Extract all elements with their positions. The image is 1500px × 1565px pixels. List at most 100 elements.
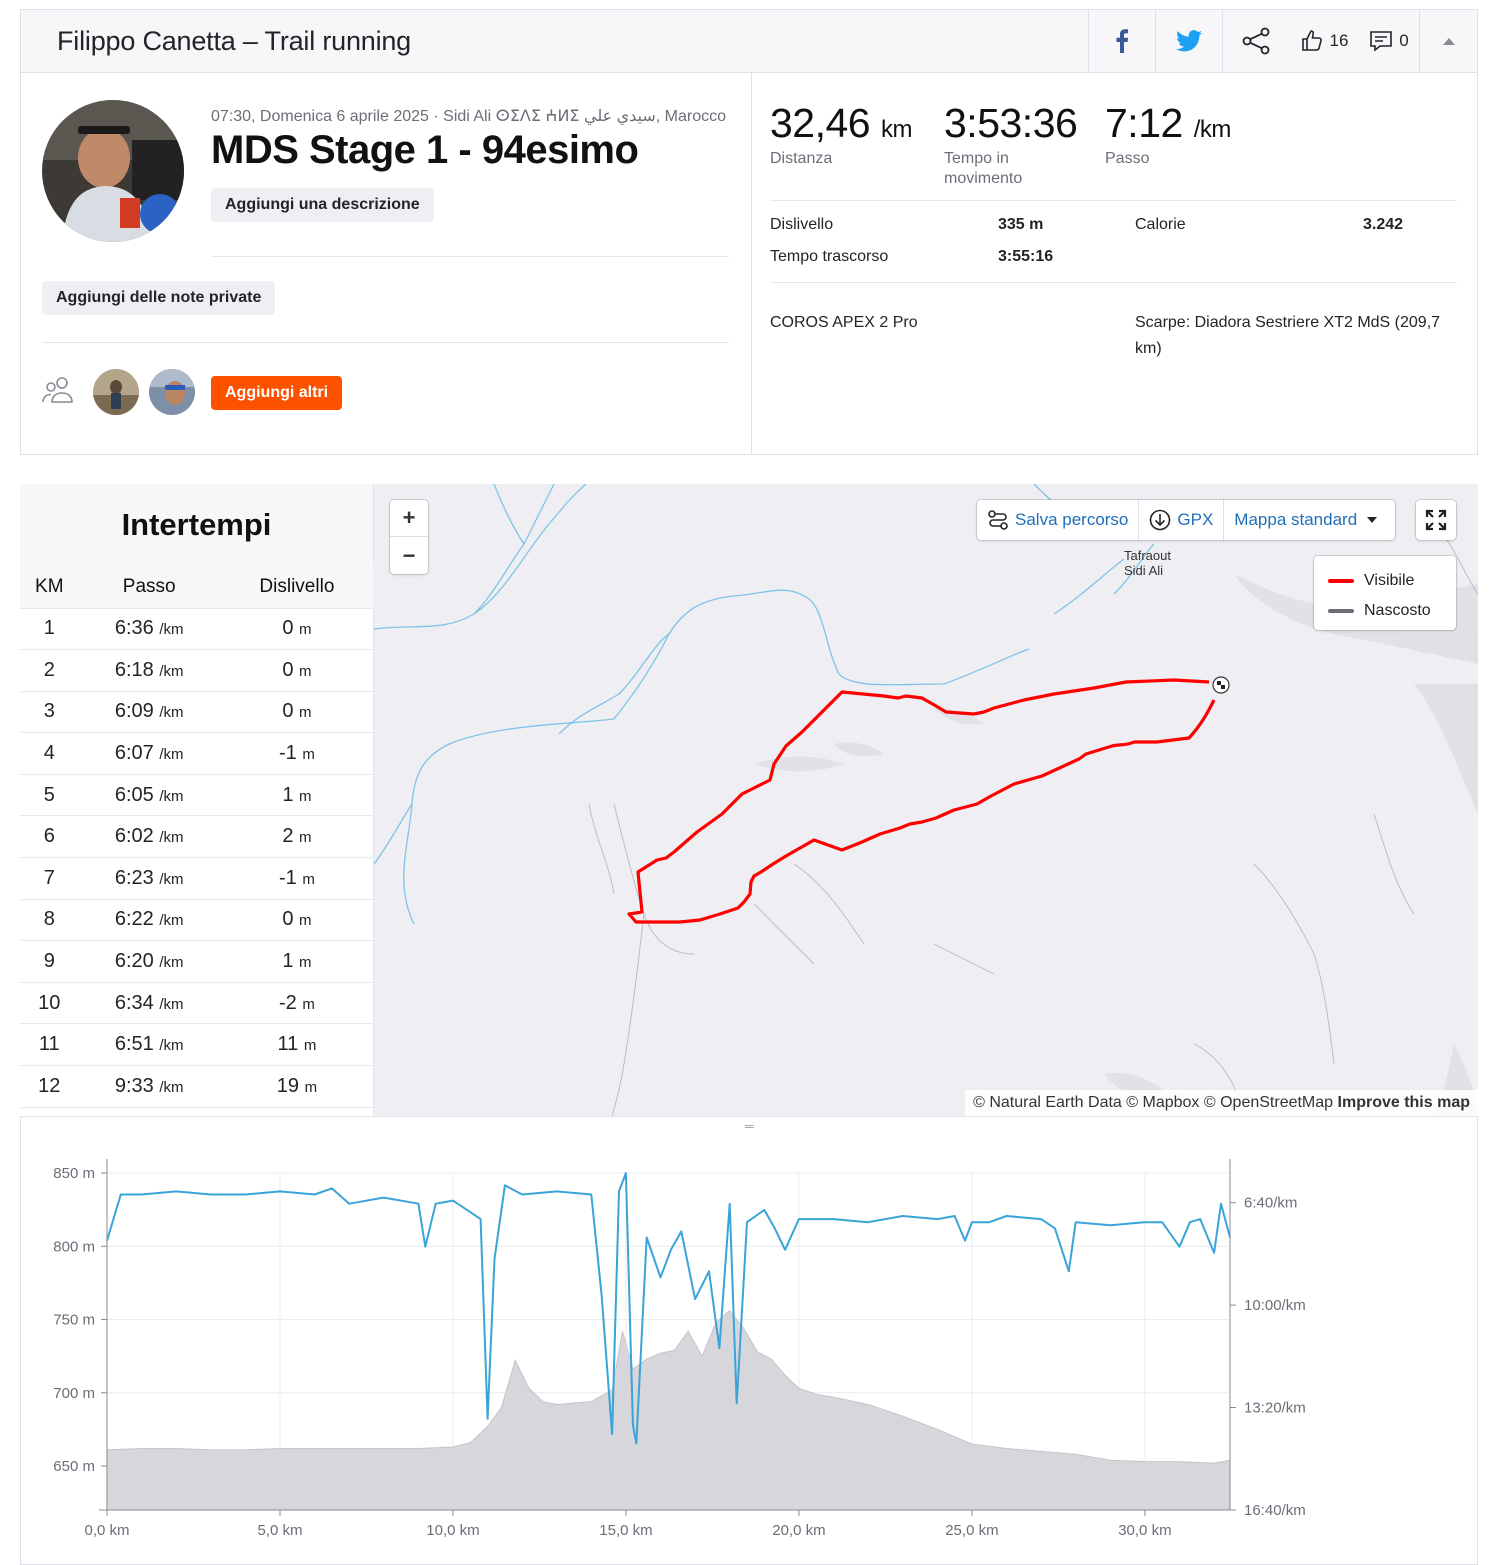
split-pace-value: 6:20: [114, 950, 154, 973]
collapse-button[interactable]: [1419, 10, 1477, 72]
share-button[interactable]: [1222, 10, 1289, 72]
save-route-label: Salva percorso: [1015, 510, 1129, 529]
split-pace-unit: /km: [159, 787, 184, 805]
split-row[interactable]: 1 6:36 /km 0 m: [20, 608, 374, 651]
activity-title: MDS Stage 1 - 94esimo: [211, 128, 639, 172]
kudos-button[interactable]: 16: [1289, 10, 1359, 72]
add-private-notes-button[interactable]: Aggiungi delle note private: [42, 281, 276, 315]
split-elevation-unit: m: [299, 621, 312, 639]
add-description-button[interactable]: Aggiungi una descrizione: [211, 188, 434, 222]
split-row[interactable]: 6 6:02 /km 2 m: [20, 815, 374, 859]
elevation-value: 335 m: [998, 216, 1044, 233]
pace-value: 7:12: [1105, 100, 1183, 146]
column-header-pace: Passo: [78, 566, 220, 609]
split-row[interactable]: 11 6:51 /km 11 m: [20, 1023, 374, 1067]
distance-label: Distanza: [770, 150, 833, 167]
split-row[interactable]: 8 6:22 /km 0 m: [20, 899, 374, 942]
map-canvas: [374, 484, 1478, 1116]
y-right-tick-label: 16:40/km: [1244, 1502, 1306, 1519]
split-km: 11: [20, 1023, 79, 1067]
split-km: 10: [20, 982, 79, 1025]
split-km: 6: [20, 815, 79, 859]
split-pace-unit: /km: [159, 995, 184, 1013]
split-elevation-value: 1: [282, 783, 294, 806]
split-elevation-unit: m: [299, 787, 312, 805]
split-pace-unit: /km: [159, 829, 184, 847]
map-style-dropdown[interactable]: Mappa standard: [1224, 500, 1395, 540]
elevation-pace-chart[interactable]: ═ 850 m 800 m 750 m 700 m 650 m 0,0 km 5,0 km 1…: [20, 1116, 1478, 1565]
legend-hidden[interactable]: Nascosto: [1328, 596, 1442, 626]
x-tick-label: 20,0 km: [772, 1522, 825, 1539]
save-route-button[interactable]: Salva percorso: [977, 500, 1140, 540]
page-title: Filippo Canetta – Trail running: [57, 25, 412, 56]
place-name-2: Sidi Ali: [1124, 563, 1164, 578]
route-map[interactable]: + − Salva percorso GPX Mappa standard Ta…: [374, 484, 1478, 1116]
improve-map-link[interactable]: Improve this map: [1337, 1094, 1470, 1111]
split-row[interactable]: 2 6:18 /km 0 m: [20, 649, 374, 692]
zoom-out-button[interactable]: −: [402, 542, 416, 568]
distance-unit: km: [881, 116, 913, 143]
split-pace-value: 6:36: [114, 617, 154, 640]
split-elevation: 1 m: [219, 774, 374, 817]
split-pace: 6:34 /km: [78, 982, 220, 1025]
activity-details: 07:30, Domenica 6 aprile 2025 · Sidi Ali…: [21, 72, 752, 454]
chevron-down-icon: [1367, 517, 1378, 523]
add-others-button[interactable]: Aggiungi altri: [211, 376, 343, 410]
split-elevation-unit: m: [299, 662, 312, 680]
legend-visible[interactable]: Visibile: [1328, 566, 1442, 596]
split-pace-value: 6:51: [114, 1033, 154, 1056]
split-elevation: -1 m: [219, 857, 374, 900]
twitter-share-button[interactable]: [1155, 10, 1222, 72]
x-tick-label: 15,0 km: [599, 1522, 652, 1539]
route-line: [627, 678, 1216, 924]
pace-line: [106, 1172, 1231, 1445]
split-row[interactable]: 10 6:34 /km -2 m: [20, 982, 374, 1025]
splits-table: KM Passo Dislivello 1 6:36 /km 0 m 2 6:18 /k…: [20, 566, 374, 1108]
split-row[interactable]: 5 6:05 /km 1 m: [20, 774, 374, 817]
x-tick-label: 5,0 km: [257, 1522, 302, 1539]
split-row[interactable]: 7 6:23 /km -1 m: [20, 857, 374, 900]
athlete-avatar[interactable]: [42, 100, 184, 242]
place-label: Tafraout Sidi Ali: [1124, 548, 1171, 578]
split-elevation-unit: m: [302, 995, 315, 1013]
split-row[interactable]: 9 6:20 /km 1 m: [20, 940, 374, 983]
split-row[interactable]: 12 9:33 /km 19 m: [20, 1065, 374, 1108]
gpx-download-button[interactable]: GPX: [1139, 500, 1225, 540]
split-pace-unit: /km: [159, 746, 184, 764]
y-left-tick-label: 700 m: [53, 1385, 95, 1402]
split-elevation: 0 m: [219, 649, 374, 692]
split-elevation-value: 0: [282, 617, 294, 640]
zoom-in-button[interactable]: +: [390, 500, 428, 537]
x-tick-label: 10,0 km: [426, 1522, 479, 1539]
moving-time-value: 3:53:36: [944, 100, 1078, 146]
header-actions: 16 0: [1088, 10, 1477, 72]
distance-value: 32,46: [770, 100, 871, 146]
split-elevation: -2 m: [219, 982, 374, 1025]
split-elevation-value: 2: [282, 825, 294, 848]
fullscreen-button[interactable]: [1416, 500, 1456, 540]
finish-marker: [1212, 676, 1230, 694]
split-pace-value: 6:07: [114, 742, 154, 765]
resize-handle-icon[interactable]: ═: [745, 1119, 754, 1133]
split-elevation-unit: m: [302, 746, 315, 764]
split-elevation: 11 m: [219, 1023, 374, 1067]
split-row[interactable]: 3 6:09 /km 0 m: [20, 691, 374, 734]
attribution-text[interactable]: © Natural Earth Data © Mapbox © OpenStre…: [973, 1094, 1334, 1111]
group-icon: [42, 377, 73, 403]
split-elevation-unit: m: [302, 870, 315, 888]
split-elevation-unit: m: [299, 912, 312, 930]
comments-button[interactable]: 0: [1359, 10, 1419, 72]
place-name-1: Tafraout: [1124, 548, 1171, 563]
facebook-share-button[interactable]: [1088, 10, 1155, 72]
group-activity-row: Aggiungi altri: [42, 368, 442, 415]
comment-icon: [1370, 31, 1393, 52]
split-pace-unit: /km: [159, 1037, 184, 1055]
column-header-km: KM: [20, 566, 79, 609]
athlete-avatar-2[interactable]: [149, 369, 195, 415]
athlete-avatar-1[interactable]: [93, 369, 139, 415]
elapsed-time-value: 3:55:16: [998, 248, 1054, 265]
distance-stat: 32,46 km Distanza: [770, 100, 913, 169]
split-pace: 6:51 /km: [78, 1023, 220, 1067]
split-row[interactable]: 4 6:07 /km -1 m: [20, 732, 374, 775]
kudos-count: 16: [1329, 31, 1349, 50]
